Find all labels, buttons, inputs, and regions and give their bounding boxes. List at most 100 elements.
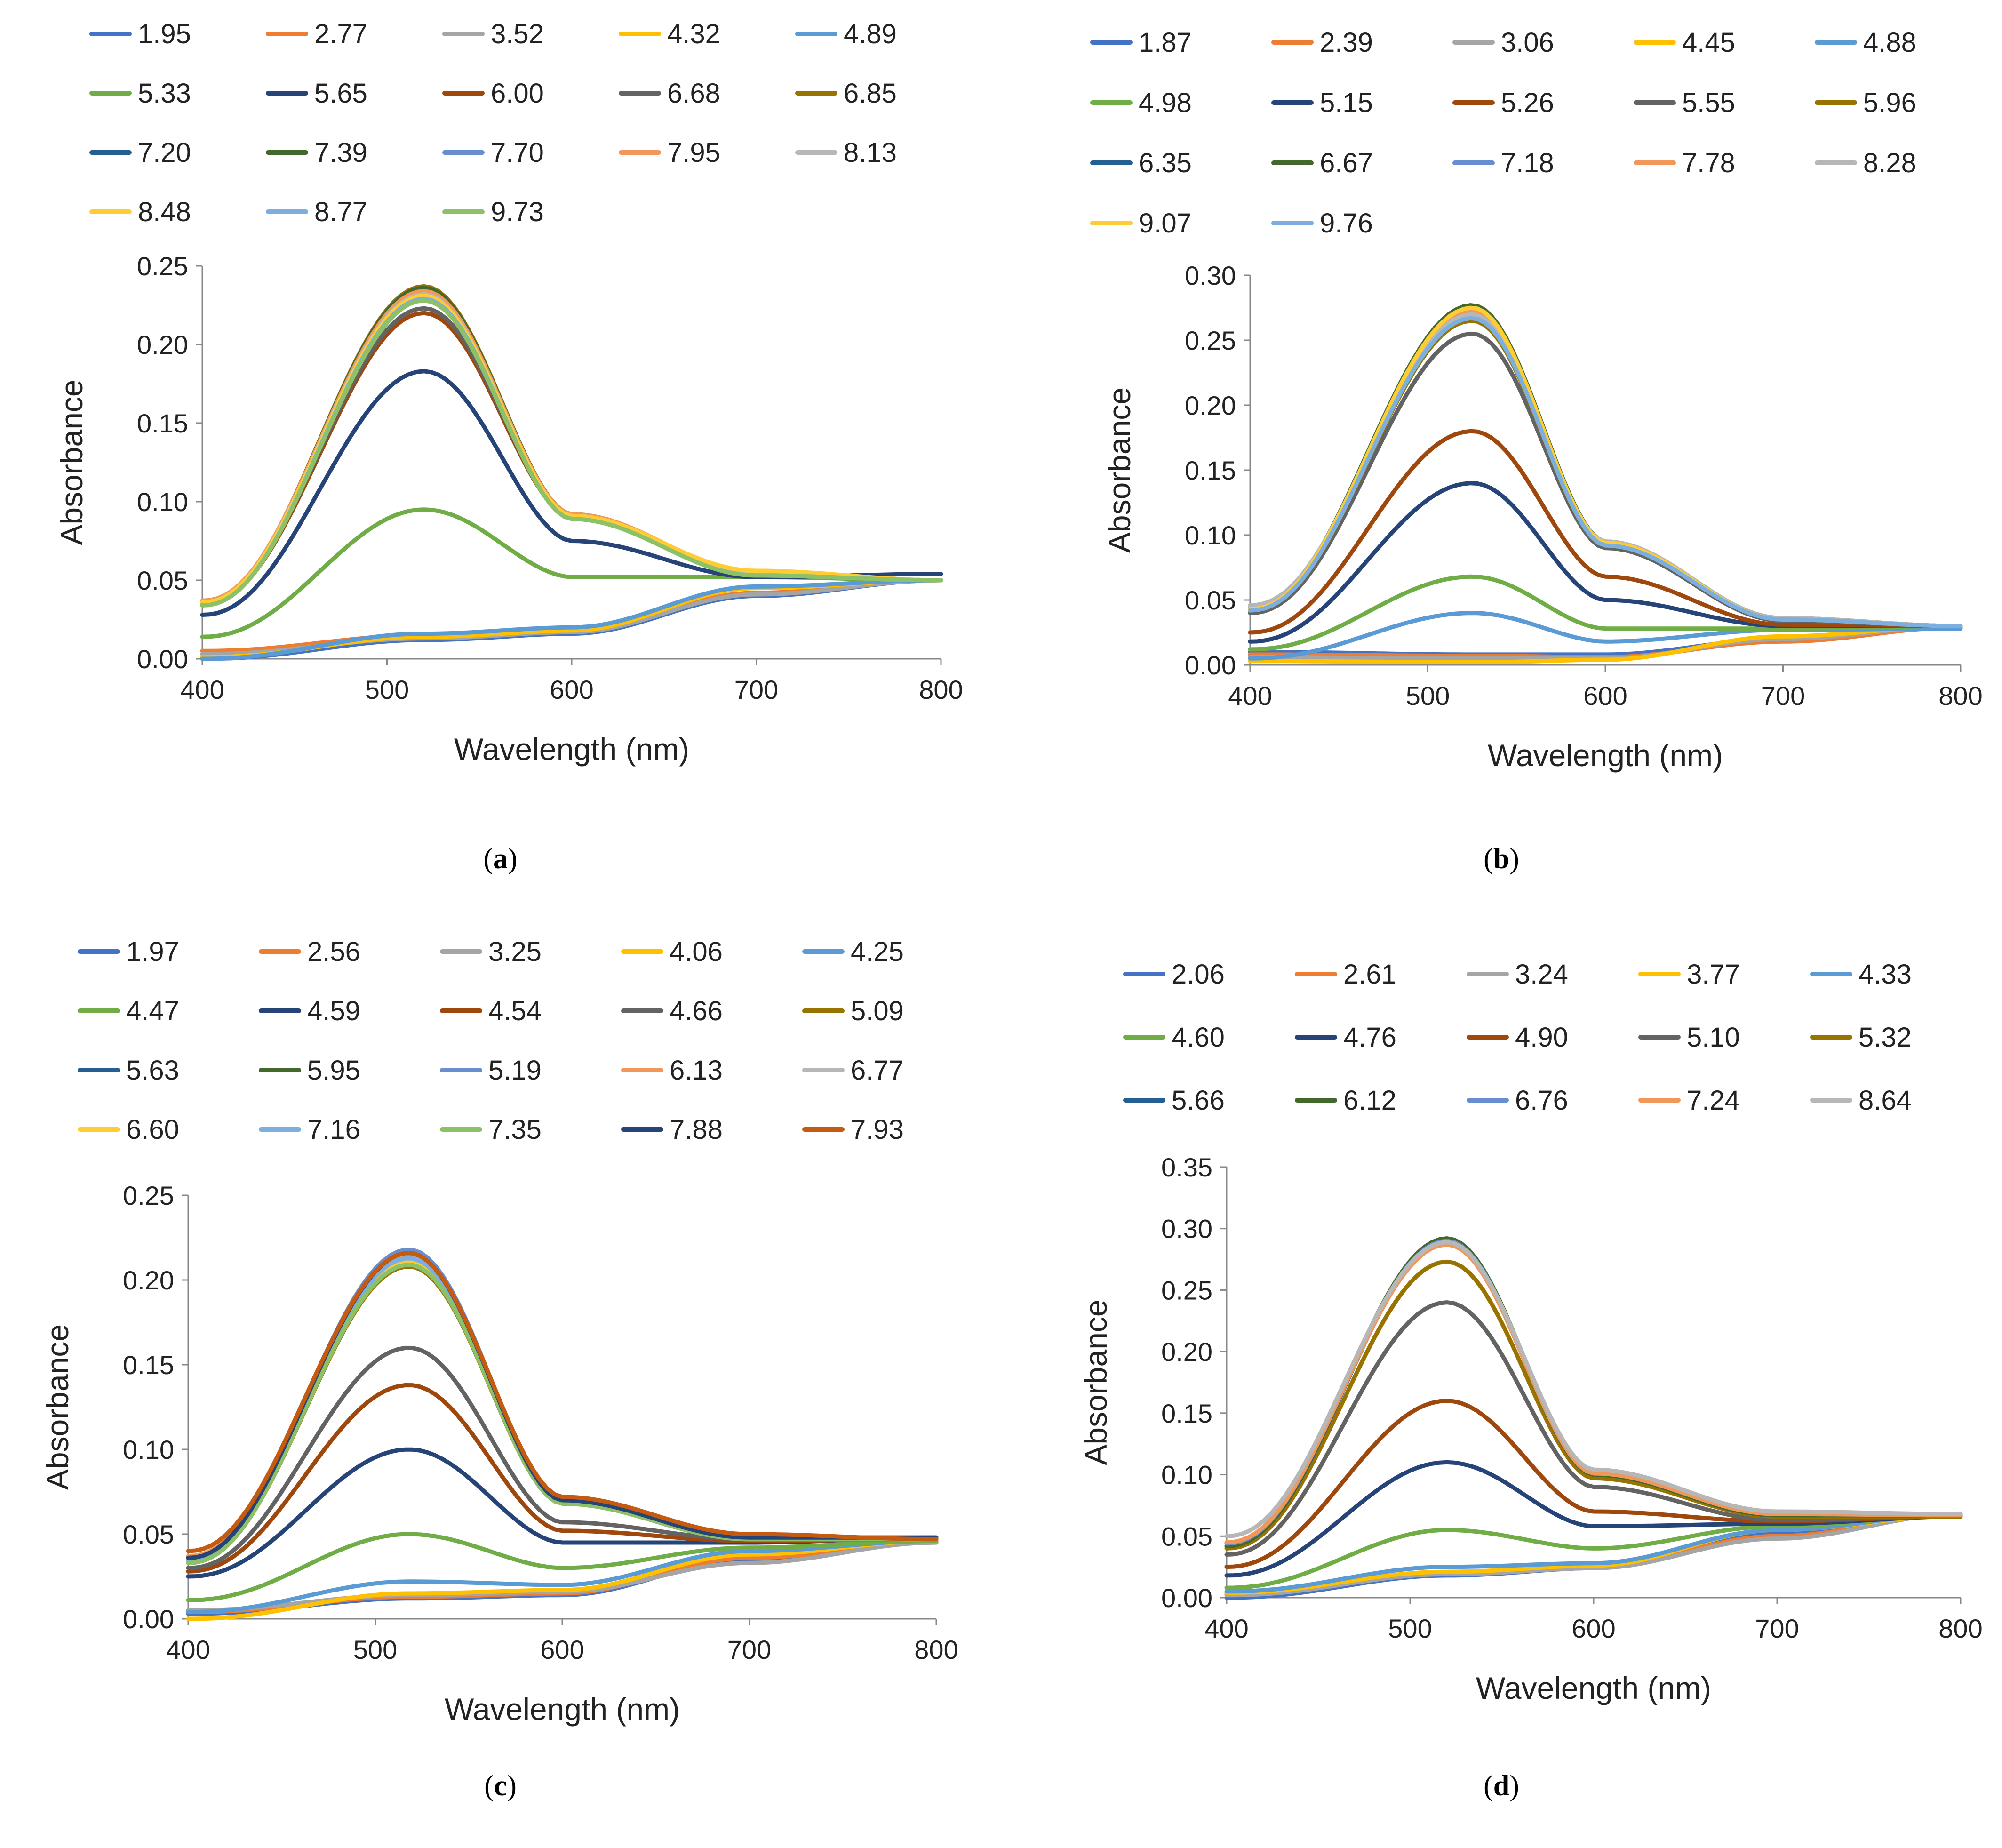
series-line-b-7.78 [1248, 309, 1963, 628]
legend-label: 5.63 [126, 1055, 179, 1086]
legend-item-a-8.48: 8.48 [89, 197, 191, 227]
legend-label: 8.64 [1858, 1085, 1912, 1116]
panel-caption-d-close: ) [1509, 1770, 1519, 1802]
legend-label: 4.89 [844, 19, 897, 49]
x-tick-label: 600 [550, 675, 593, 704]
x-axis-title-a: Wavelength (nm) [454, 732, 689, 767]
panel-caption-a-open: ( [483, 843, 493, 875]
series-lines-d [1224, 1236, 1963, 1600]
legend-item-c-4.47: 4.47 [78, 996, 179, 1026]
legend-item-b-1.87: 1.87 [1090, 27, 1192, 58]
legend-label: 5.96 [1863, 88, 1916, 118]
x-tick-label: 500 [1406, 681, 1450, 711]
legend-item-d-6.76: 6.76 [1467, 1085, 1568, 1116]
legend-label: 3.77 [1687, 959, 1740, 990]
legend-label: 4.45 [1682, 27, 1735, 58]
legend-item-b-4.98: 4.98 [1090, 88, 1192, 118]
legend-item-a-6.68: 6.68 [619, 78, 720, 109]
legend-item-d-5.10: 5.10 [1638, 1022, 1740, 1053]
x-tick-label: 700 [1761, 681, 1805, 711]
legend-label: 7.93 [851, 1114, 904, 1145]
legend-item-a-8.77: 8.77 [266, 197, 367, 227]
panel-caption-a: (a) [0, 842, 1001, 876]
y-tick-label: 0.25 [137, 251, 188, 281]
series-line-d-8.64 [1224, 1240, 1963, 1538]
y-tick-label: 0.25 [123, 1181, 174, 1210]
legend-item-a-1.95: 1.95 [89, 19, 191, 49]
legend-item-a-5.33: 5.33 [89, 78, 191, 109]
legend-item-d-2.61: 2.61 [1295, 959, 1396, 990]
series-lines-c [186, 1248, 939, 1621]
series-line-a-7.95 [200, 288, 943, 603]
y-axis-title-c: Absorbance [40, 1324, 75, 1490]
legend-label: 1.87 [1139, 27, 1192, 58]
y-tick-label: 0.00 [137, 644, 188, 674]
legend-item-a-2.77: 2.77 [266, 19, 367, 49]
legend-item-c-6.60: 6.60 [78, 1114, 179, 1145]
y-tick-label: 0.15 [123, 1350, 174, 1380]
x-tick-label: 500 [1388, 1614, 1432, 1643]
x-axis-title-b: Wavelength (nm) [1488, 738, 1723, 773]
legend-label: 9.07 [1139, 208, 1192, 239]
legend-label: 6.35 [1139, 148, 1192, 178]
legend-item-c-7.93: 7.93 [802, 1114, 904, 1145]
legend-item-a-6.85: 6.85 [795, 78, 897, 109]
legend-label: 6.00 [491, 78, 544, 109]
legend-item-c-6.13: 6.13 [621, 1055, 723, 1086]
legend-label: 4.54 [488, 996, 542, 1026]
chart-panel-d: 2.06 2.61 3.24 3.77 4.33 4.60 4.76 4.90 5.10 5.32… [1001, 922, 2002, 1846]
x-tick-label: 600 [1583, 681, 1627, 711]
legend-label: 4.90 [1515, 1022, 1568, 1053]
legend-item-c-2.56: 2.56 [259, 936, 360, 967]
legend-item-d-7.24: 7.24 [1638, 1085, 1740, 1116]
y-tick-label: 0.00 [1161, 1583, 1212, 1613]
y-tick-label: 0.10 [1161, 1460, 1212, 1490]
legend-item-a-5.65: 5.65 [266, 78, 367, 109]
legend-label: 6.76 [1515, 1085, 1568, 1116]
legend-label: 8.28 [1863, 148, 1916, 178]
series-line-d-5.10 [1224, 1300, 1963, 1557]
x-tick-label: 600 [1571, 1614, 1615, 1643]
legend-label: 7.95 [667, 137, 720, 168]
legend-label: 5.65 [314, 78, 367, 109]
legend-item-b-6.67: 6.67 [1271, 148, 1373, 178]
y-tick-label: 0.20 [1161, 1337, 1212, 1367]
legend-label: 7.18 [1501, 148, 1554, 178]
legend-item-a-7.39: 7.39 [266, 137, 367, 168]
series-line-c-7.93 [186, 1251, 939, 1553]
y-tick-label: 0.20 [1185, 391, 1236, 420]
panel-caption-c-open: ( [484, 1770, 494, 1802]
x-tick-label: 800 [1938, 681, 1982, 711]
x-tick-label: 700 [1755, 1614, 1799, 1643]
y-tick-label: 0.15 [137, 408, 188, 438]
legend-item-c-7.16: 7.16 [259, 1114, 360, 1145]
legend-item-b-5.55: 5.55 [1634, 88, 1735, 118]
legend-label: 1.97 [126, 936, 179, 967]
y-tick-label: 0.05 [1185, 585, 1236, 615]
legend-item-c-5.63: 5.63 [78, 1055, 179, 1086]
legend-item-d-4.33: 4.33 [1810, 959, 1912, 990]
series-line-d-4.90 [1224, 1399, 1963, 1569]
legend-label: 8.13 [844, 137, 897, 168]
y-tick-label: 0.10 [1185, 520, 1236, 550]
legend-item-b-8.28: 8.28 [1815, 148, 1916, 178]
legend-item-a-6.00: 6.00 [442, 78, 544, 109]
legend-item-b-5.26: 5.26 [1452, 88, 1554, 118]
legend-label: 4.98 [1139, 88, 1192, 118]
y-tick-label: 0.20 [123, 1265, 174, 1295]
legend-item-a-8.13: 8.13 [795, 137, 897, 168]
chart-panel-a: 1.95 2.77 3.52 4.32 4.89 5.33 5.65 6.00 6.68 6.85… [0, 0, 1001, 922]
x-tick-label: 600 [540, 1635, 584, 1664]
y-tick-label: 0.00 [123, 1604, 174, 1634]
legend-item-c-1.97: 1.97 [78, 936, 179, 967]
legend-item-c-4.06: 4.06 [621, 936, 723, 967]
series-lines-a [200, 284, 943, 661]
legend-label: 5.26 [1501, 88, 1554, 118]
legend-item-c-3.25: 3.25 [440, 936, 542, 967]
legend-label: 3.25 [488, 936, 542, 967]
legend-label: 4.88 [1863, 27, 1916, 58]
x-tick-label: 700 [734, 675, 778, 704]
series-line-a-9.73 [200, 298, 943, 608]
legend-item-d-4.60: 4.60 [1123, 1022, 1225, 1053]
y-tick-label: 0.05 [123, 1520, 174, 1549]
